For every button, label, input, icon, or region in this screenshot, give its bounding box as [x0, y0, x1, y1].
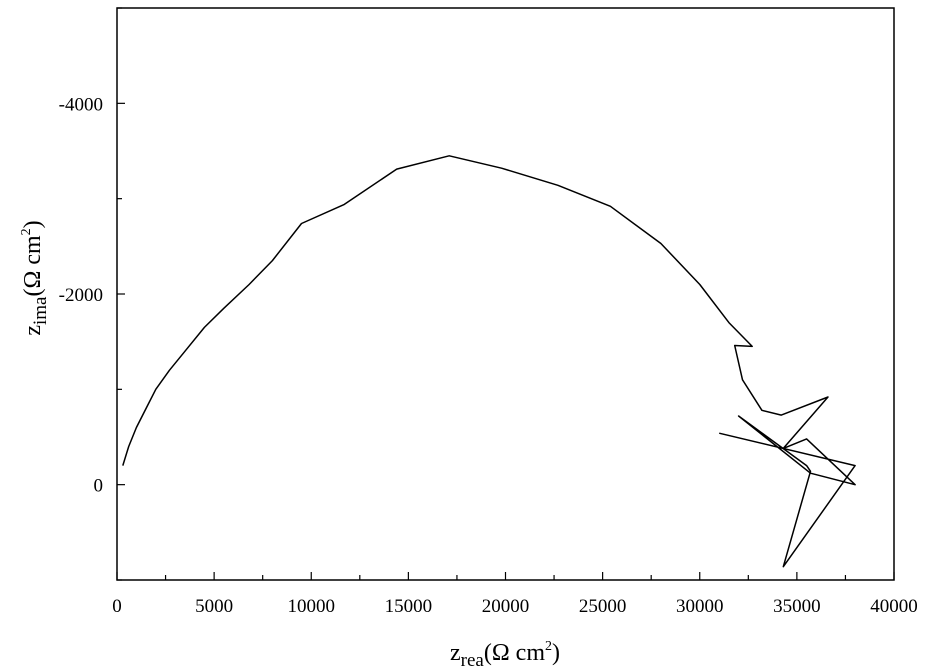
impedance-series-line: [122, 155, 856, 568]
plot-frame: [116, 7, 895, 581]
y-axis-ticks: 0 -2000 -4000: [59, 7, 125, 581]
x-tick-label: 0: [112, 596, 122, 617]
x-tick-label: 15000: [385, 596, 433, 617]
y-tick-label: -4000: [59, 94, 103, 115]
y-tick-label: 0: [94, 476, 104, 497]
x-tick-label: 10000: [288, 596, 336, 617]
y-axis-title: zima(Ω cm2): [19, 220, 51, 335]
x-tick-label: 5000: [195, 596, 233, 617]
x-tick-label: 20000: [482, 596, 530, 617]
series-layer: [122, 155, 856, 568]
x-axis-ticks: 0 5000 10000 15000 20000 25000 30000 35000 40000: [112, 572, 918, 617]
y-tick-label: -2000: [59, 285, 103, 306]
x-tick-label: 25000: [579, 596, 627, 617]
x-axis-title: zrea(Ω cm2): [450, 639, 560, 670]
x-tick-label: 30000: [676, 596, 724, 617]
x-tick-label: 35000: [773, 596, 821, 617]
x-tick-label: 40000: [870, 596, 918, 617]
